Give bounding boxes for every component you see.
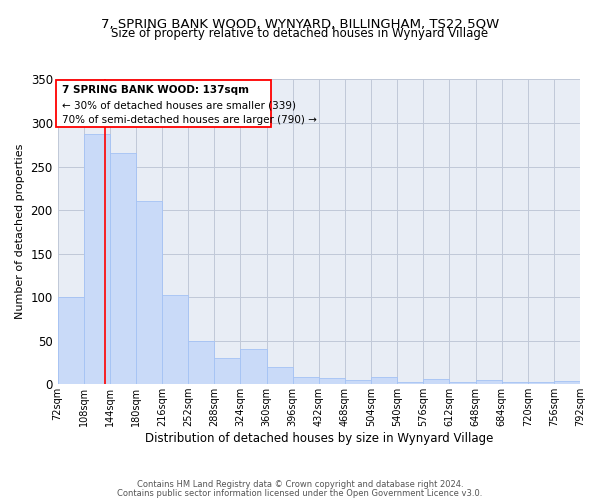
Text: ← 30% of detached houses are smaller (339): ← 30% of detached houses are smaller (33… [62, 100, 296, 110]
Text: Contains public sector information licensed under the Open Government Licence v3: Contains public sector information licen… [118, 488, 482, 498]
Bar [502, 382, 528, 384]
Bar [424, 379, 449, 384]
Text: 7 SPRING BANK WOOD: 137sqm: 7 SPRING BANK WOOD: 137sqm [62, 85, 250, 95]
Bar [554, 380, 580, 384]
Text: 70% of semi-detached houses are larger (790) →: 70% of semi-detached houses are larger (… [62, 115, 317, 125]
Bar [58, 297, 84, 384]
Y-axis label: Number of detached properties: Number of detached properties [15, 144, 25, 320]
Bar [266, 367, 293, 384]
Bar [371, 377, 397, 384]
Bar [188, 340, 214, 384]
Bar [110, 154, 136, 384]
Bar [528, 382, 554, 384]
Bar [476, 380, 502, 384]
Bar [84, 134, 110, 384]
Bar [162, 296, 188, 384]
Bar [449, 382, 476, 384]
Bar [397, 382, 424, 384]
Text: Contains HM Land Registry data © Crown copyright and database right 2024.: Contains HM Land Registry data © Crown c… [137, 480, 463, 489]
Bar [319, 378, 345, 384]
Bar [345, 380, 371, 384]
Bar [241, 350, 266, 384]
Text: Size of property relative to detached houses in Wynyard Village: Size of property relative to detached ho… [112, 28, 488, 40]
Bar [136, 202, 162, 384]
Bar [214, 358, 241, 384]
Bar [293, 377, 319, 384]
X-axis label: Distribution of detached houses by size in Wynyard Village: Distribution of detached houses by size … [145, 432, 493, 445]
Text: 7, SPRING BANK WOOD, WYNYARD, BILLINGHAM, TS22 5QW: 7, SPRING BANK WOOD, WYNYARD, BILLINGHAM… [101, 18, 499, 30]
